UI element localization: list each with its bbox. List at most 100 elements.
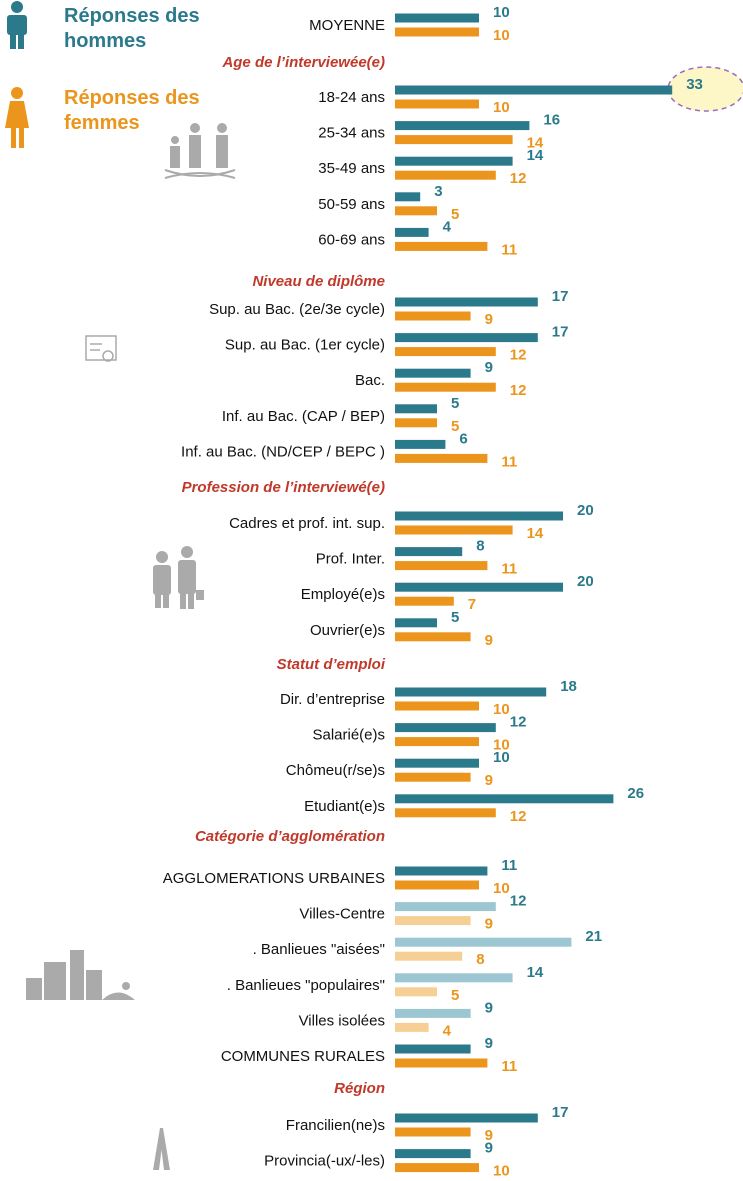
value-label: 8 xyxy=(476,951,484,968)
bar xyxy=(395,618,437,628)
highlight-ellipse xyxy=(667,66,743,112)
value-label: 10 xyxy=(493,737,510,754)
bar xyxy=(395,525,513,535)
value-label: 33 xyxy=(686,76,703,93)
bar xyxy=(395,192,421,202)
category-label: Dir. d’entreprise xyxy=(280,691,385,708)
category-label: 18-24 ans xyxy=(318,89,385,106)
value-label: 17 xyxy=(552,288,569,305)
value-label: 5 xyxy=(451,206,459,223)
value-label: 9 xyxy=(485,772,493,789)
value-label: 11 xyxy=(501,857,517,874)
diploma-icon xyxy=(85,335,117,362)
value-label: 6 xyxy=(459,430,467,447)
value-label: 5 xyxy=(451,418,459,435)
bar xyxy=(395,333,538,343)
legend-men: Réponses des hommes xyxy=(64,5,200,52)
section-title: Statut d’emploi xyxy=(277,656,386,673)
bar xyxy=(395,418,437,428)
value-label: 18 xyxy=(560,678,577,695)
value-label: 14 xyxy=(527,147,544,164)
bar xyxy=(395,85,673,95)
category-label: Inf. au Bac. (CAP / BEP) xyxy=(222,408,385,425)
bar xyxy=(395,808,496,818)
value-label: 9 xyxy=(485,632,493,649)
category-label: Prof. Inter. xyxy=(316,551,385,568)
city-icon xyxy=(26,950,135,1000)
value-label: 4 xyxy=(443,1022,452,1039)
bar xyxy=(395,121,530,131)
value-label: 11 xyxy=(501,561,517,578)
bar xyxy=(395,723,496,733)
value-label: 10 xyxy=(493,27,510,44)
category-label: Villes-Centre xyxy=(299,906,385,923)
bar xyxy=(395,439,446,449)
value-label: 10 xyxy=(493,749,510,766)
bar xyxy=(395,1163,479,1173)
value-label: 17 xyxy=(552,324,569,341)
value-label: 9 xyxy=(485,311,493,328)
value-label: 7 xyxy=(468,596,476,613)
category-label: Chômeu(r/se)s xyxy=(286,762,385,779)
bar xyxy=(395,1149,471,1159)
value-label: 11 xyxy=(501,241,517,258)
bar xyxy=(395,1044,471,1054)
category-label: 25-34 ans xyxy=(318,125,385,142)
bar xyxy=(395,794,614,804)
value-label: 9 xyxy=(485,1035,493,1052)
bar xyxy=(395,596,454,606)
section-title: Région xyxy=(334,1080,385,1097)
value-label: 4 xyxy=(443,218,452,235)
section-title: Profession de l’interviewé(e) xyxy=(182,479,385,496)
bar xyxy=(395,737,479,747)
value-label: 8 xyxy=(476,538,484,555)
bar xyxy=(395,1008,471,1018)
bar xyxy=(395,156,513,166)
bar xyxy=(395,701,479,711)
bar xyxy=(395,206,437,216)
bar xyxy=(395,1113,538,1123)
bar xyxy=(395,687,547,697)
value-label: 10 xyxy=(493,880,510,897)
category-label: MOYENNE xyxy=(309,17,385,34)
value-label: 21 xyxy=(585,928,602,945)
category-label: Salarié(e)s xyxy=(312,727,385,744)
man-icon xyxy=(7,1,27,49)
value-label: 10 xyxy=(493,1163,510,1180)
value-label: 16 xyxy=(543,112,560,129)
category-label: . Banlieues "populaires" xyxy=(227,977,385,994)
value-label: 10 xyxy=(493,701,510,718)
bar xyxy=(395,951,463,961)
bar xyxy=(395,880,479,890)
value-label: 9 xyxy=(485,916,493,933)
bar xyxy=(395,347,496,357)
bar xyxy=(395,973,513,983)
value-label: 12 xyxy=(510,382,527,399)
bar xyxy=(395,99,479,109)
workers-icon xyxy=(153,546,204,609)
bar xyxy=(395,916,471,926)
value-label: 9 xyxy=(485,1140,493,1157)
bar xyxy=(395,227,429,237)
value-label: 12 xyxy=(510,347,527,364)
category-label: COMMUNES RURALES xyxy=(221,1048,385,1065)
bar xyxy=(395,404,437,414)
category-label: Etudiant(e)s xyxy=(304,798,385,815)
category-label: Francilien(ne)s xyxy=(286,1117,385,1134)
bar xyxy=(395,987,437,997)
value-label: 10 xyxy=(493,99,510,116)
bar xyxy=(395,561,488,571)
bar xyxy=(395,453,488,463)
category-label: Bac. xyxy=(355,372,385,389)
value-label: 9 xyxy=(485,1127,493,1144)
value-label: 5 xyxy=(451,609,459,626)
value-label: 5 xyxy=(451,395,459,412)
category-label: 50-59 ans xyxy=(318,196,385,213)
value-label: 12 xyxy=(510,808,527,825)
bar xyxy=(395,13,479,23)
bar xyxy=(395,1058,488,1068)
legend-women: Réponses des femmes xyxy=(64,87,200,134)
value-label: 11 xyxy=(501,1058,517,1075)
